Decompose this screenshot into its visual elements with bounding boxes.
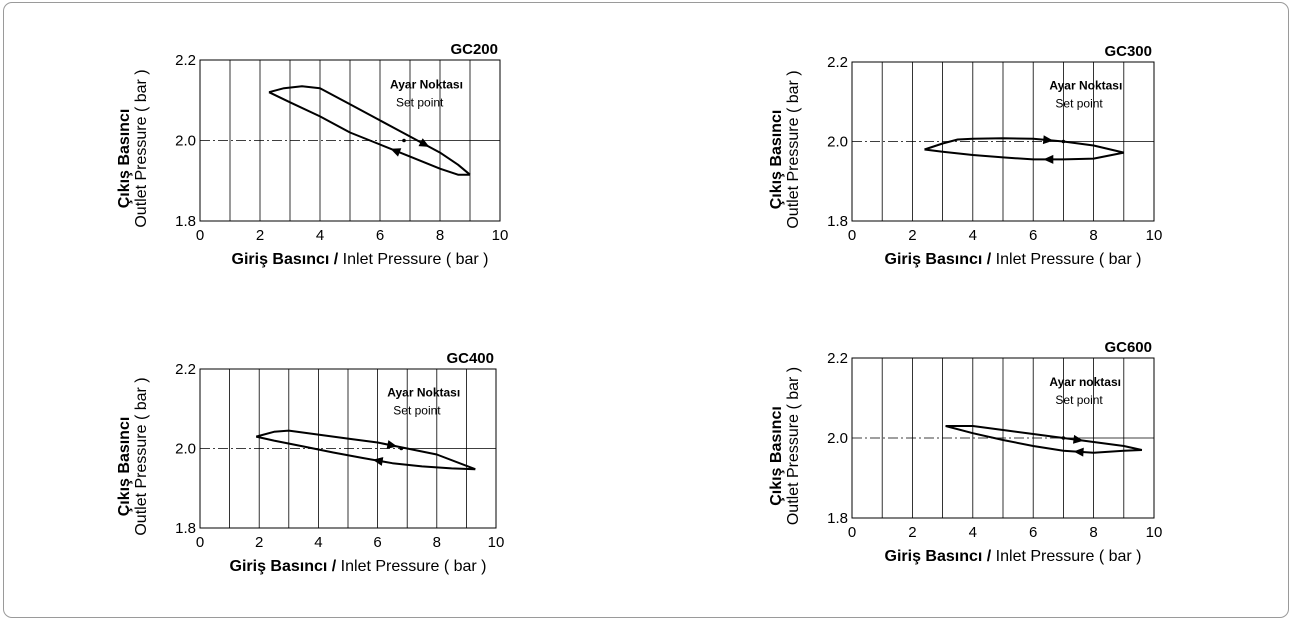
x-tick-label: 8 [1089,524,1097,541]
y-tick-label: 2.2 [175,52,196,69]
x-tick-label: 2 [256,227,264,244]
x-tick-label: 8 [1089,227,1097,244]
x-tick-label: 4 [969,227,977,244]
series-curve-increasing [255,429,476,471]
series-curve-decreasing [924,148,1124,161]
x-tick-label: 6 [1029,227,1037,244]
direction-arrow [386,440,398,449]
y-axis-label-en: Outlet Pressure ( bar ) [785,70,802,228]
x-tick-label: 4 [314,534,322,551]
y-tick-label: 2.0 [827,134,848,151]
direction-arrow [1042,135,1054,145]
x-tick-label: 4 [316,227,324,244]
x-axis-label: Giriş Basıncı / Inlet Pressure ( bar ) [885,251,1142,268]
setpoint-annotation-en: Set point [396,95,444,109]
figure-frame [3,2,1289,618]
series-curve-increasing [268,85,471,176]
chart-gc200: 0 2 4 6 8 10 1.8 2.0 2.2 GC200 Giriş Basıncı / Inl… [116,41,508,268]
y-axis-label-en: Outlet Pressure ( bar ) [785,367,802,525]
direction-arrow [1043,154,1054,164]
setpoint-annotation-en: Set point [393,404,441,418]
y-tick-label: 2.2 [827,54,848,71]
series-curve-increasing [945,425,1143,451]
y-axis-label-tr: Çıkış Basıncı [768,406,785,506]
setpoint-annotation-en: Set point [1055,393,1103,407]
chart-title: GC300 [1104,43,1152,60]
y-axis-label-tr: Çıkış Basıncı [116,109,133,209]
series-curve-increasing [924,137,1125,154]
chart-title: GC200 [450,41,498,58]
y-axis-label-tr: Çıkış Basıncı [116,417,133,517]
y-tick-label: 1.8 [175,520,196,537]
direction-arrow [418,138,430,147]
direction-arrow [1073,434,1084,444]
series-curve-decreasing [945,425,1142,454]
x-tick-label: 0 [196,534,204,551]
x-axis-label: Giriş Basıncı / Inlet Pressure ( bar ) [885,548,1142,565]
direction-arrow [390,148,402,157]
setpoint-annotation-en: Set point [1055,97,1103,111]
y-tick-label: 1.8 [827,510,848,527]
setpoint-dot [402,138,406,143]
x-tick-label: 0 [196,227,204,244]
chart-gc300: 0 2 4 6 8 10 1.8 2.0 2.2 GC300 Giriş Basıncı / Inl… [768,43,1162,268]
x-tick-label: 0 [848,227,856,244]
y-tick-label: 2.0 [175,133,196,150]
x-axis-label: Giriş Basıncı / Inlet Pressure ( bar ) [230,558,487,575]
series-curve-decreasing [255,435,476,471]
x-tick-label: 10 [488,534,505,551]
setpoint-annotation: Ayar Noktası [1049,79,1122,93]
x-axis-label: Giriş Basıncı / Inlet Pressure ( bar ) [232,251,489,268]
x-tick-label: 2 [908,524,916,541]
x-tick-label: 2 [908,227,916,244]
y-tick-label: 2.0 [827,430,848,447]
x-tick-label: 2 [255,534,263,551]
x-tick-label: 6 [373,534,381,551]
x-tick-label: 10 [492,227,509,244]
direction-arrow [372,457,384,466]
y-tick-label: 2.0 [175,441,196,458]
y-tick-label: 1.8 [827,213,848,230]
x-tick-label: 0 [848,524,856,541]
x-tick-label: 6 [1029,524,1037,541]
x-tick-label: 10 [1146,524,1163,541]
direction-arrow [1073,447,1084,457]
chart-title: GC400 [446,350,494,367]
setpoint-annotation: Ayar noktası [1049,375,1121,389]
x-tick-label: 4 [969,524,977,541]
x-tick-label: 8 [436,227,444,244]
y-tick-label: 2.2 [827,350,848,367]
x-tick-label: 10 [1146,227,1163,244]
x-tick-label: 6 [376,227,384,244]
y-axis-label-en: Outlet Pressure ( bar ) [133,377,150,535]
chart-gc400: 0 2 4 6 8 10 1.8 2.0 2.2 GC400 Giriş Basıncı / Inl… [116,350,504,575]
setpoint-annotation: Ayar Noktası [390,77,463,91]
y-tick-label: 1.8 [175,213,196,230]
series-curve-decreasing [268,91,470,176]
setpoint-annotation: Ayar Noktası [387,386,460,400]
y-tick-label: 2.2 [175,361,196,378]
x-tick-label: 8 [433,534,441,551]
chart-gc600: 0 2 4 6 8 10 1.8 2.0 2.2 GC600 Giriş Basıncı / Inl… [768,339,1162,565]
y-axis-label-en: Outlet Pressure ( bar ) [133,69,150,227]
y-axis-label-tr: Çıkış Basıncı [768,110,785,210]
chart-title: GC600 [1104,339,1152,356]
